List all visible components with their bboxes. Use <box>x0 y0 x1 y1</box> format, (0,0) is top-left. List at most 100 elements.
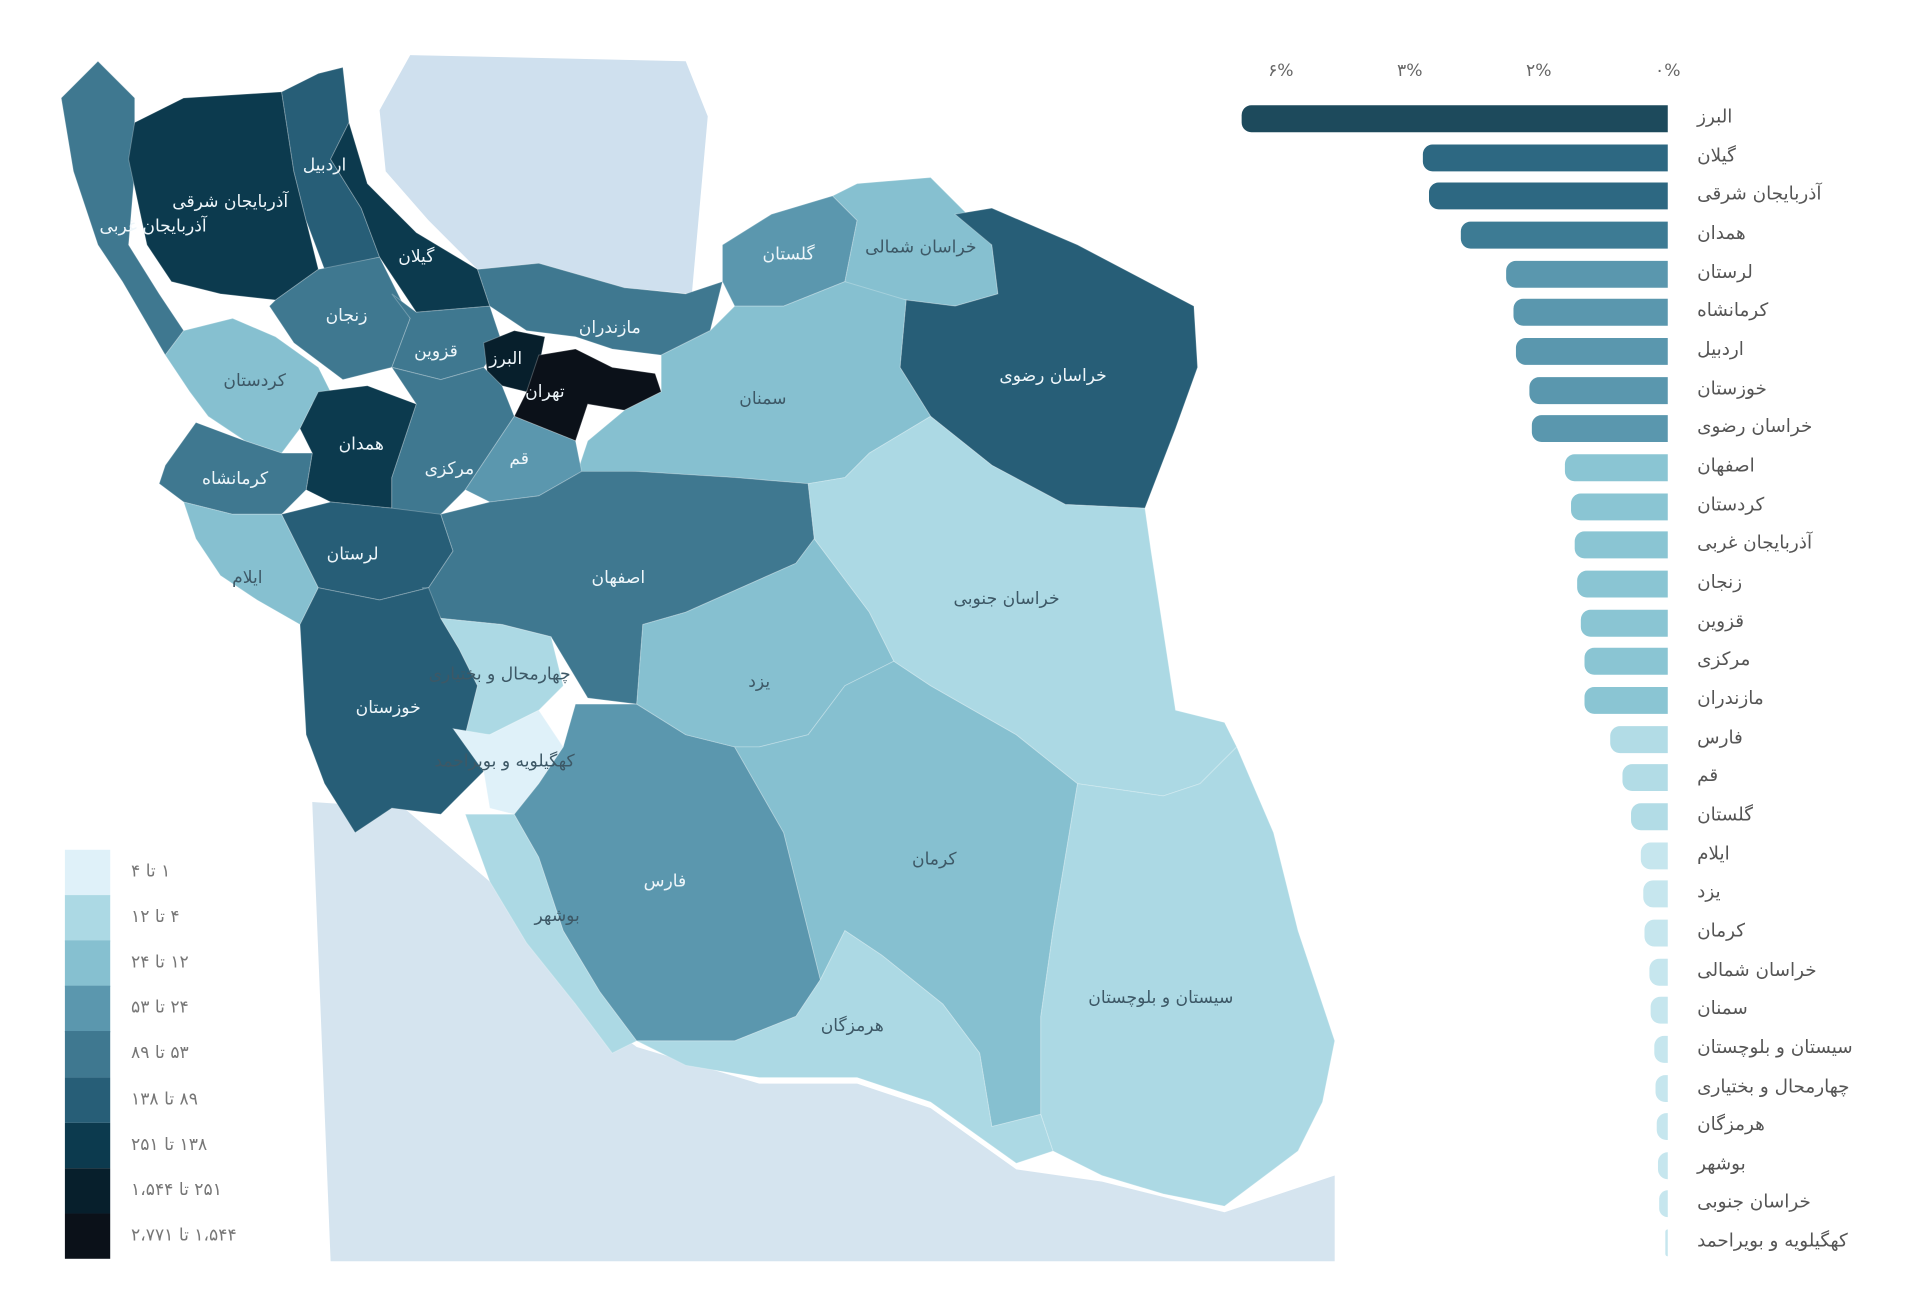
province-label: چهارمحال و بختیاری <box>429 665 571 685</box>
legend-label: ۱۳۸ تا ۲۵۱ <box>131 1134 208 1155</box>
bar-category-label: سیستان و بلوچستان <box>1697 1035 1853 1058</box>
bar-10[interactable] <box>1571 492 1668 520</box>
legend-label: ۸۹ تا ۱۳۸ <box>131 1089 198 1109</box>
bar-category-label: زنجان <box>1697 570 1743 593</box>
province-label: خراسان شمالی <box>865 237 976 257</box>
legend-label: ۱۲ تا ۲۴ <box>131 952 189 973</box>
bar-1[interactable] <box>1422 144 1668 172</box>
province-15[interactable] <box>158 421 313 515</box>
province-label: اردبیل <box>303 155 347 175</box>
bar-category-label: همدان <box>1697 221 1746 244</box>
province-label: گیلان <box>398 246 435 267</box>
bar-27[interactable] <box>1658 1152 1668 1179</box>
bar-category-label: مرکزی <box>1697 648 1751 671</box>
bar-category-label: گیلان <box>1697 144 1736 167</box>
bar-category-label: آذربایجان غربی <box>1697 531 1813 554</box>
province-label: مازندران <box>579 318 641 338</box>
bar-22[interactable] <box>1649 958 1668 986</box>
bar-11[interactable] <box>1574 531 1668 559</box>
legend-label: ۱ تا ۴ <box>131 862 171 882</box>
bar-4[interactable] <box>1506 260 1668 288</box>
legend-swatch <box>64 940 111 987</box>
province-label: یزد <box>748 672 770 692</box>
x-tick-label: ۶% <box>1268 61 1294 81</box>
bar-21[interactable] <box>1644 919 1668 947</box>
bar-category-label: البرز <box>1697 105 1733 128</box>
bar-category-label: خراسان جنوبی <box>1697 1190 1811 1213</box>
bar-9[interactable] <box>1564 454 1668 482</box>
bar-6[interactable] <box>1516 337 1668 365</box>
province-28[interactable] <box>636 929 1054 1164</box>
province-label: کرمان <box>912 850 957 870</box>
province-label: ایلام <box>232 568 262 588</box>
province-label: سمنان <box>739 389 786 409</box>
bar-category-label: خراسان رضوی <box>1697 415 1813 438</box>
province-label: اصفهان <box>592 568 646 588</box>
x-tick-label: ۳% <box>1397 61 1423 81</box>
bar-28[interactable] <box>1659 1190 1668 1218</box>
bar-category-label: اردبیل <box>1697 337 1744 360</box>
province-label: بوشهر <box>533 906 579 926</box>
bar-7[interactable] <box>1529 376 1668 404</box>
province-label: همدان <box>339 434 384 454</box>
province-29[interactable] <box>807 415 1238 797</box>
legend-label: ۲۵۱ تا ۱،۵۴۴ <box>131 1180 222 1200</box>
legend-swatch <box>64 1031 111 1078</box>
province-label: گلستان <box>763 244 816 265</box>
bar-12[interactable] <box>1577 570 1668 598</box>
legend-swatch <box>64 1122 111 1169</box>
province-1[interactable] <box>128 91 319 301</box>
bar-2[interactable] <box>1429 182 1668 210</box>
legend-swatch <box>64 1213 111 1260</box>
bar-25[interactable] <box>1655 1074 1668 1102</box>
province-label: کردستان <box>223 371 286 391</box>
caspian-sea <box>379 55 708 294</box>
bar-category-label: بوشهر <box>1697 1152 1746 1175</box>
bar-category-label: گلستان <box>1697 803 1754 826</box>
bar-category-label: کرمانشاه <box>1697 299 1769 322</box>
legend-swatch <box>64 895 111 942</box>
province-label: مرکزی <box>425 459 475 479</box>
legend-swatch <box>64 1076 111 1123</box>
bar-category-label: کردستان <box>1697 492 1765 516</box>
province-label: البرز <box>488 349 522 369</box>
bar-category-label: چهارمحال و بختیاری <box>1697 1074 1850 1097</box>
bar-category-label: اصفهان <box>1697 454 1755 477</box>
bar-category-label: هرمزگان <box>1697 1113 1765 1136</box>
bar-29[interactable] <box>1665 1229 1668 1257</box>
persian-gulf <box>312 802 1335 1262</box>
province-0[interactable] <box>60 60 185 356</box>
legend-swatch <box>64 1167 111 1214</box>
bar-category-label: فارس <box>1697 725 1743 748</box>
province-label: آذربایجان شرقی <box>172 190 289 212</box>
bar-15[interactable] <box>1583 686 1668 714</box>
province-label: خراسان جنوبی <box>954 589 1060 609</box>
bar-3[interactable] <box>1461 221 1668 249</box>
bar-14[interactable] <box>1583 648 1668 675</box>
province-label: آذربایجان غربی <box>99 215 207 237</box>
bar-category-label: ایلام <box>1697 841 1730 864</box>
bar-category-label: خوزستان <box>1697 376 1767 399</box>
bar-20[interactable] <box>1643 880 1668 908</box>
legend-label: ۱،۵۴۴ تا ۲،۷۷۱ <box>131 1225 237 1246</box>
province-label: کرمانشاه <box>202 469 269 489</box>
bar-5[interactable] <box>1512 299 1668 327</box>
bar-8[interactable] <box>1532 415 1668 443</box>
province-label: کهگیلویه و بویراحمد <box>434 751 575 772</box>
legend-label: ۵۳ تا ۸۹ <box>131 1043 189 1064</box>
bar-0[interactable] <box>1242 105 1668 133</box>
bar-19[interactable] <box>1640 841 1668 869</box>
bar-17[interactable] <box>1622 764 1668 792</box>
province-label: لرستان <box>327 545 379 565</box>
bar-category-label: قم <box>1697 764 1719 787</box>
province-30[interactable] <box>1040 746 1336 1207</box>
province-label: خوزستان <box>356 698 421 718</box>
bar-18[interactable] <box>1630 803 1668 831</box>
bar-23[interactable] <box>1650 996 1668 1024</box>
bar-26[interactable] <box>1656 1113 1668 1141</box>
bar-13[interactable] <box>1580 609 1668 637</box>
bar-24[interactable] <box>1654 1035 1668 1063</box>
choropleth-map: آذربایجان غربی آذربایجان شرقی اردبیل گیلان ز… <box>60 55 1336 1262</box>
bar-16[interactable] <box>1609 725 1668 753</box>
province-label: فارس <box>644 872 687 892</box>
